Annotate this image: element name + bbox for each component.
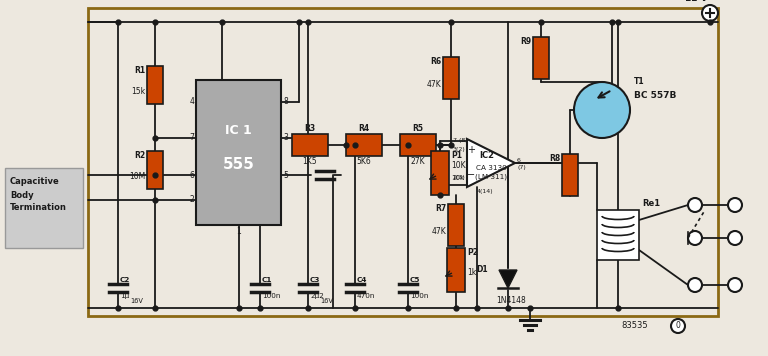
Text: 1K5: 1K5 — [303, 157, 317, 166]
Text: P1: P1 — [451, 151, 462, 160]
FancyBboxPatch shape — [448, 204, 464, 246]
FancyBboxPatch shape — [147, 66, 163, 104]
Text: (7): (7) — [517, 166, 526, 171]
Text: BC 557B: BC 557B — [634, 90, 677, 99]
Text: C1: C1 — [262, 277, 273, 283]
Polygon shape — [499, 270, 517, 288]
Text: 15k: 15k — [131, 87, 145, 96]
Text: 6: 6 — [189, 171, 194, 179]
Text: 2µ2: 2µ2 — [310, 293, 324, 299]
Text: +: + — [467, 145, 475, 155]
Text: R1: R1 — [134, 66, 145, 75]
Text: R3: R3 — [304, 124, 316, 133]
Text: 1k: 1k — [467, 268, 476, 277]
Text: R2: R2 — [134, 151, 145, 160]
FancyBboxPatch shape — [196, 80, 281, 225]
Text: 10k: 10k — [451, 175, 464, 181]
Text: CA 3130: CA 3130 — [475, 165, 506, 171]
Text: 5: 5 — [283, 171, 288, 179]
Text: C5: C5 — [410, 277, 421, 283]
Text: 16V: 16V — [130, 298, 143, 304]
Text: 7 (8): 7 (8) — [453, 138, 468, 143]
Text: 2: 2 — [189, 195, 194, 204]
Text: R6: R6 — [430, 57, 441, 66]
Polygon shape — [467, 139, 515, 187]
Text: 27K: 27K — [411, 157, 425, 166]
Text: 6: 6 — [517, 157, 521, 162]
Circle shape — [728, 231, 742, 245]
FancyBboxPatch shape — [5, 168, 83, 248]
FancyBboxPatch shape — [443, 57, 459, 99]
FancyBboxPatch shape — [562, 154, 578, 196]
Text: IC2: IC2 — [480, 151, 495, 159]
Text: 10M: 10M — [129, 172, 145, 181]
Circle shape — [688, 278, 702, 292]
Text: R5: R5 — [412, 124, 423, 133]
Text: 12 V: 12 V — [685, 0, 707, 3]
Text: R4: R4 — [359, 124, 369, 133]
Text: 4: 4 — [189, 98, 194, 106]
Circle shape — [688, 231, 702, 245]
Text: 1µ: 1µ — [120, 293, 129, 299]
FancyBboxPatch shape — [292, 134, 328, 156]
Text: C3: C3 — [310, 277, 320, 283]
Circle shape — [728, 278, 742, 292]
Text: 7: 7 — [189, 134, 194, 142]
Text: (LM 311): (LM 311) — [475, 174, 507, 180]
Text: 83535: 83535 — [621, 321, 648, 330]
FancyBboxPatch shape — [447, 248, 465, 292]
Circle shape — [688, 198, 702, 212]
FancyBboxPatch shape — [400, 134, 436, 156]
Text: Termination: Termination — [10, 204, 67, 213]
Text: 1: 1 — [236, 227, 241, 236]
Text: 10K: 10K — [451, 161, 465, 170]
Text: Body: Body — [10, 190, 34, 199]
Circle shape — [702, 5, 718, 21]
Text: 8: 8 — [283, 98, 288, 106]
Text: 47K: 47K — [432, 227, 446, 236]
FancyBboxPatch shape — [346, 134, 382, 156]
Text: P2: P2 — [467, 248, 478, 257]
Text: R9: R9 — [520, 37, 531, 46]
Text: T1: T1 — [634, 78, 644, 87]
Text: R7: R7 — [435, 204, 446, 213]
Text: 470n: 470n — [357, 293, 376, 299]
Circle shape — [728, 198, 742, 212]
Text: 100n: 100n — [410, 293, 429, 299]
Text: 5K6: 5K6 — [356, 157, 372, 166]
Text: D1: D1 — [476, 266, 488, 274]
Text: Re1: Re1 — [642, 199, 660, 208]
Text: 47K: 47K — [426, 80, 441, 89]
Text: 555: 555 — [223, 157, 254, 172]
Text: Capacitive: Capacitive — [10, 178, 60, 187]
Text: 2(3): 2(3) — [452, 174, 465, 179]
Text: 100n: 100n — [262, 293, 280, 299]
Text: 0: 0 — [676, 321, 680, 330]
FancyBboxPatch shape — [597, 210, 639, 260]
Circle shape — [574, 82, 630, 138]
Text: 16V: 16V — [320, 298, 333, 304]
Text: −: − — [467, 170, 475, 180]
Text: IC 1: IC 1 — [225, 124, 252, 137]
FancyBboxPatch shape — [147, 151, 163, 189]
Text: C4: C4 — [357, 277, 367, 283]
FancyBboxPatch shape — [431, 151, 449, 195]
Text: R8: R8 — [549, 154, 560, 163]
Circle shape — [671, 319, 685, 333]
Text: 3: 3 — [283, 134, 288, 142]
Text: 1N4148: 1N4148 — [496, 296, 526, 305]
FancyBboxPatch shape — [533, 37, 549, 79]
Text: C2: C2 — [120, 277, 131, 283]
Text: 3(2): 3(2) — [452, 147, 465, 152]
Text: 4(14): 4(14) — [477, 189, 494, 194]
